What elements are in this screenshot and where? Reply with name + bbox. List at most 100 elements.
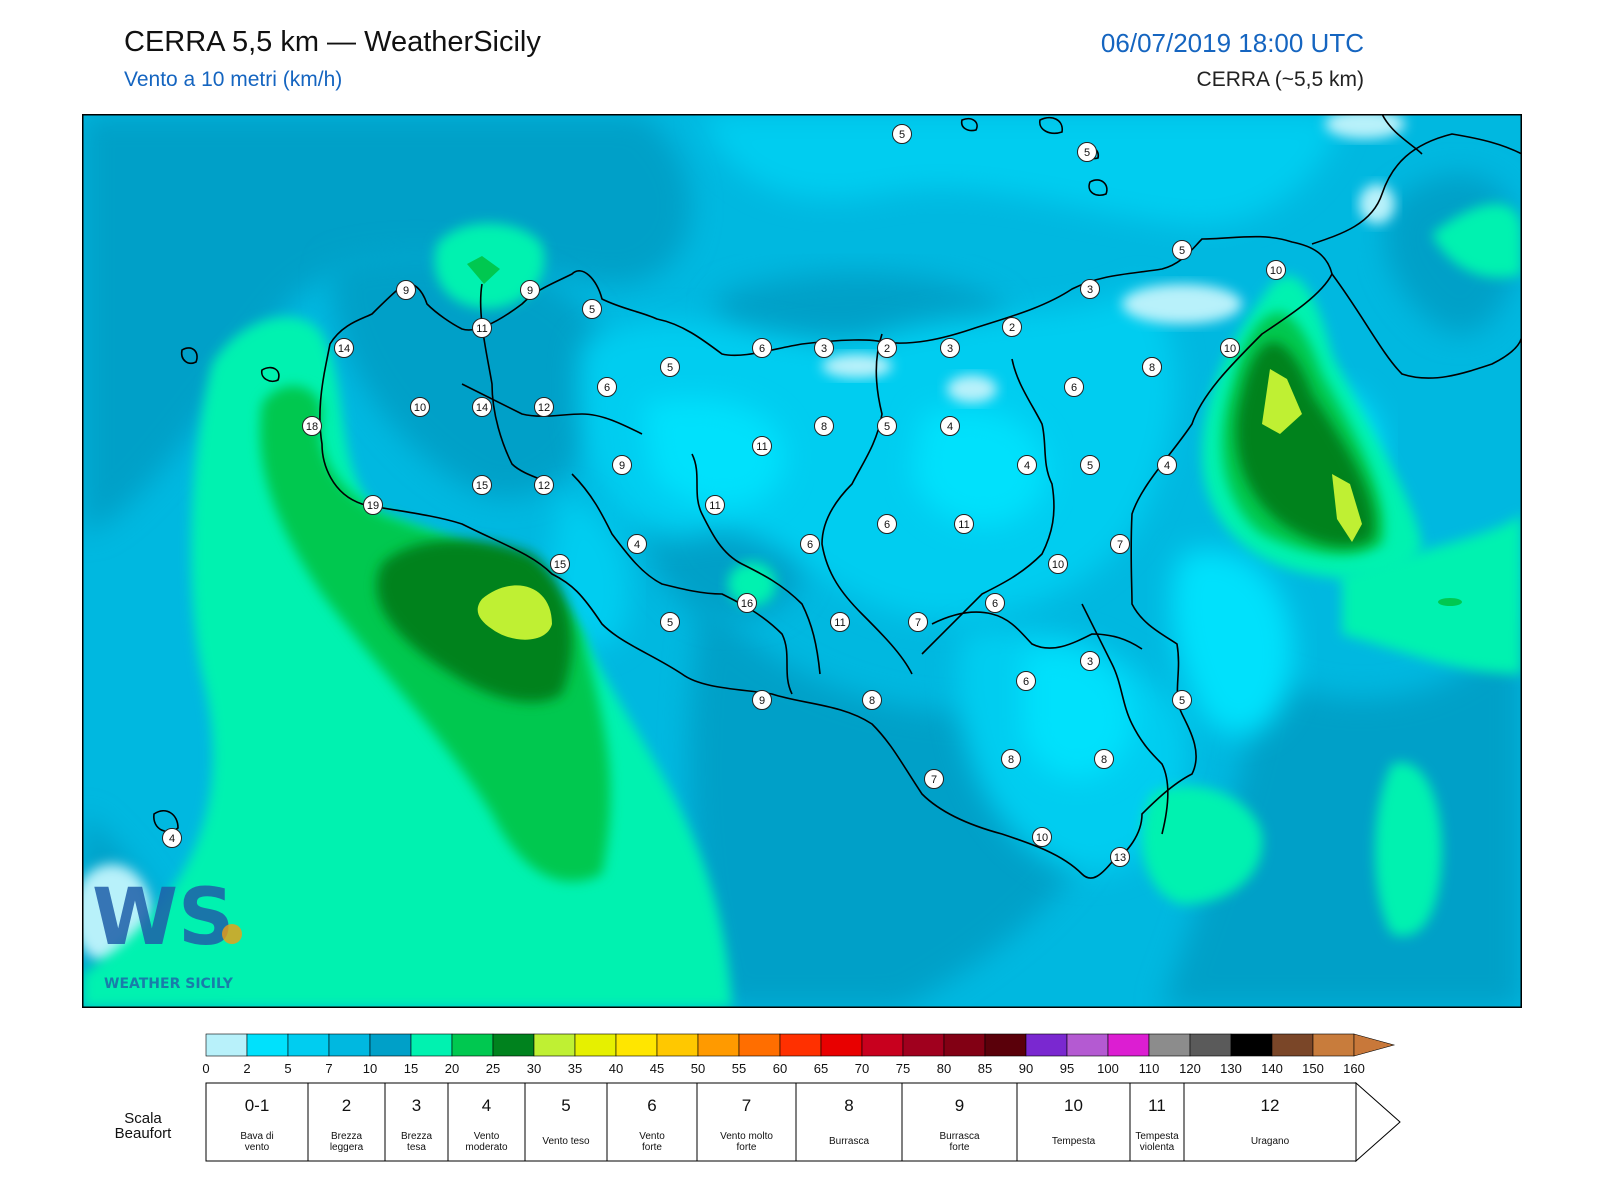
station-value: 11 — [834, 617, 845, 629]
color-scale-swatch — [1230, 1033, 1273, 1057]
station-circle — [862, 690, 882, 710]
station-circle — [1080, 455, 1100, 475]
beaufort-number: 9 — [955, 1096, 964, 1115]
color-scale-swatch — [410, 1033, 453, 1057]
beaufort-number: 3 — [412, 1096, 421, 1115]
station-circle — [877, 416, 897, 436]
station-marker: 4 — [1157, 455, 1177, 475]
station-value: 14 — [338, 343, 350, 355]
station-marker: 5 — [582, 299, 602, 319]
station-circle — [396, 280, 416, 300]
station-circle — [1266, 260, 1286, 280]
station-circle — [550, 554, 570, 574]
station-circle — [472, 397, 492, 417]
color-scale-swatch — [1312, 1033, 1355, 1057]
station-value: 5 — [589, 304, 595, 316]
color-scale-swatch — [1148, 1033, 1191, 1057]
color-scale-swatch — [861, 1033, 904, 1057]
color-scale-tick: 80 — [937, 1061, 951, 1076]
station-circle — [1172, 240, 1192, 260]
station-value: 16 — [741, 598, 753, 610]
station-circle — [705, 495, 725, 515]
station-marker: 18 — [302, 416, 322, 436]
station-circle — [520, 280, 540, 300]
station-marker: 6 — [877, 514, 897, 534]
color-scale-tick: 35 — [568, 1061, 582, 1076]
station-marker: 3 — [1080, 279, 1100, 299]
station-value: 10 — [1052, 559, 1064, 571]
station-value: 2 — [1009, 322, 1015, 334]
beaufort-name: Bava di — [240, 1131, 273, 1142]
station-circle — [660, 357, 680, 377]
station-value: 6 — [807, 539, 813, 551]
station-value: 8 — [1149, 362, 1155, 374]
color-scale-tick: 85 — [978, 1061, 992, 1076]
beaufort-box — [384, 1082, 449, 1162]
station-marker: 2 — [877, 338, 897, 358]
station-marker: 10 — [1220, 338, 1240, 358]
color-scale-swatch — [656, 1033, 699, 1057]
beaufort-level: 5 Vento teso — [524, 1082, 608, 1162]
color-scale-tick: 160 — [1343, 1061, 1365, 1076]
color-scale-swatch — [1107, 1033, 1150, 1057]
station-value: 6 — [884, 519, 890, 531]
station-value: 5 — [1087, 460, 1093, 472]
station-value: 3 — [821, 343, 827, 355]
station-circle — [660, 612, 680, 632]
station-value: 3 — [947, 343, 953, 355]
station-marker: 6 — [985, 593, 1005, 613]
station-marker: 5 — [1172, 240, 1192, 260]
color-scale-swatch — [369, 1033, 412, 1057]
station-value: 10 — [1270, 265, 1282, 277]
station-marker: 5 — [660, 357, 680, 377]
color-scale-swatch — [205, 1033, 248, 1057]
station-marker: 3 — [814, 338, 834, 358]
beaufort-box — [1183, 1082, 1357, 1162]
beaufort-number: 5 — [561, 1096, 570, 1115]
station-marker: 6 — [752, 338, 772, 358]
station-circle — [1048, 554, 1068, 574]
station-circle — [814, 416, 834, 436]
station-value: 10 — [414, 402, 426, 414]
station-marker: 4 — [627, 534, 647, 554]
beaufort-name: Vento — [639, 1131, 665, 1142]
beaufort-number: 6 — [647, 1096, 656, 1115]
station-value: 6 — [759, 343, 765, 355]
color-scale-tick: 20 — [445, 1061, 459, 1076]
beaufort-name: violenta — [1140, 1142, 1175, 1153]
station-marker: 6 — [1016, 671, 1036, 691]
station-marker: 8 — [1142, 357, 1162, 377]
beaufort-name: tesa — [407, 1142, 426, 1153]
color-scale-swatch — [533, 1033, 576, 1057]
color-scale-swatch — [328, 1033, 371, 1057]
station-marker: 5 — [1080, 455, 1100, 475]
color-scale-tick: 130 — [1220, 1061, 1242, 1076]
station-circle — [1077, 142, 1097, 162]
beaufort-number: 8 — [844, 1096, 853, 1115]
beaufort-box — [795, 1082, 903, 1162]
beaufort-level: 10 Tempesta — [1016, 1082, 1131, 1162]
station-marker: 5 — [1172, 690, 1192, 710]
station-circle — [410, 397, 430, 417]
station-marker: 9 — [520, 280, 540, 300]
station-value: 6 — [1023, 676, 1029, 688]
map-subtitle: Vento a 10 metri (km/h) — [124, 68, 343, 91]
station-value: 4 — [947, 421, 953, 433]
color-scale-tick: 10 — [363, 1061, 377, 1076]
beaufort-number: 4 — [482, 1096, 491, 1115]
station-value: 5 — [667, 362, 673, 374]
station-circle — [363, 495, 383, 515]
station-value: 9 — [619, 460, 625, 472]
color-scale-ticks: 0 2 5 7 10 15 20 25 30 35 40 45 50 55 60 65 70 75 80 85 90 95… — [202, 1061, 1364, 1076]
station-circle — [534, 475, 554, 495]
station-circle — [1157, 455, 1177, 475]
station-value: 3 — [1087, 656, 1093, 668]
station-marker: 11 — [954, 514, 974, 534]
station-marker: 11 — [830, 612, 850, 632]
station-marker: 10 — [1266, 260, 1286, 280]
